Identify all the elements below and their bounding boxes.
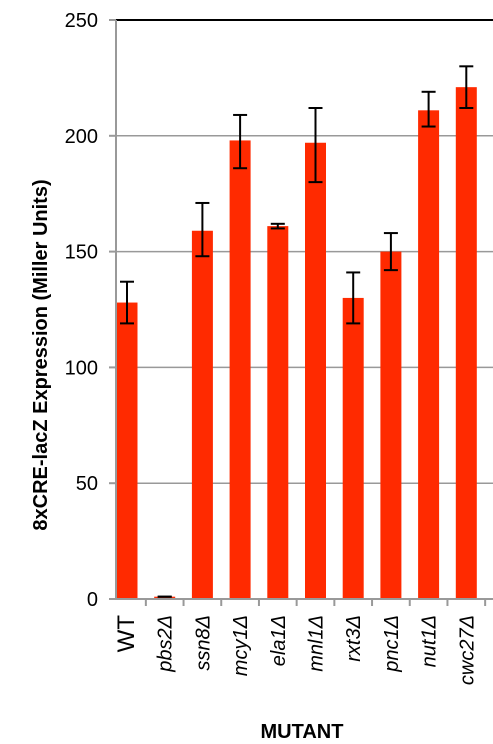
y-tick-label: 150 xyxy=(65,242,98,264)
x-tick-label: pnc1Δ xyxy=(381,615,403,673)
error-bars xyxy=(120,65,474,598)
y-tick-label: 50 xyxy=(76,473,98,495)
bar xyxy=(191,230,213,600)
bar xyxy=(116,302,138,599)
y-axis-title: 8xCRE-lacZ Expression (Miller Units) xyxy=(30,179,52,530)
error-bar xyxy=(459,65,474,110)
x-tick-label: rxt3Δ xyxy=(343,615,365,662)
error-bar xyxy=(270,222,285,230)
y-tick-label: 200 xyxy=(65,126,98,148)
x-tick-label: ssn8Δ xyxy=(192,615,214,671)
bar xyxy=(229,140,251,599)
x-tick-labels: WT pbs2Δ ssn8Δ mcy1Δ ela1Δ mnl1Δ rxt3Δ pnc1Δ nut… xyxy=(113,615,478,685)
x-tick-label: WT xyxy=(113,615,140,653)
x-tick-label: cwc27Δ xyxy=(456,615,478,685)
bar xyxy=(305,142,326,600)
error-bar xyxy=(195,201,210,258)
error-bar xyxy=(421,90,436,128)
x-tick-label: mcy1Δ xyxy=(230,615,252,676)
error-bar xyxy=(308,107,323,184)
error-bar xyxy=(120,280,134,325)
y-tick-label: 100 xyxy=(65,357,98,379)
bar xyxy=(267,226,289,599)
x-tick-label: nut1Δ xyxy=(419,615,441,667)
error-bar xyxy=(346,271,361,325)
bar xyxy=(455,87,477,599)
x-tick-label: ela1Δ xyxy=(268,615,290,666)
bars xyxy=(116,87,477,600)
y-tick-label: 250 xyxy=(65,10,98,32)
error-bar xyxy=(233,113,248,170)
bar xyxy=(380,251,402,599)
y-tick-label: 0 xyxy=(87,589,98,611)
bar xyxy=(418,110,440,599)
y-tick-labels: 0 50 100 150 200 250 xyxy=(65,10,98,611)
x-tick-label: mnl1Δ xyxy=(306,615,328,672)
axes xyxy=(109,19,493,606)
bar xyxy=(342,297,364,599)
x-axis-title: MUTANT xyxy=(261,721,344,743)
bar xyxy=(154,596,176,599)
x-tick-label: pbs2Δ xyxy=(155,615,177,673)
error-bar xyxy=(383,232,398,272)
